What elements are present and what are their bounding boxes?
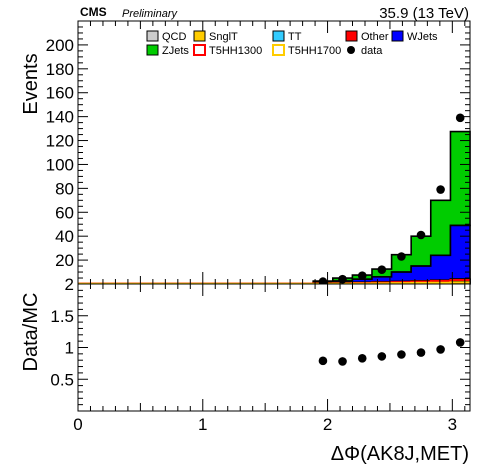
- data-point: [357, 271, 367, 280]
- legend-marker-fill: [193, 30, 206, 42]
- y-tick-label: 40: [55, 227, 74, 246]
- legend-label: data: [361, 45, 383, 57]
- legend-label: TT: [288, 31, 302, 43]
- ratio-point: [455, 338, 465, 347]
- ratio-point: [377, 352, 387, 361]
- ratio-point: [416, 348, 426, 357]
- data-point: [455, 113, 465, 123]
- legend: QCD SnglT TT Other WJets ZJets T5HH1300 T5HH170…: [146, 30, 438, 57]
- ratio-point: [436, 345, 445, 354]
- data-point: [436, 185, 445, 194]
- status-label: Preliminary: [122, 8, 179, 20]
- ratio-tick-label: 0.5: [50, 370, 74, 389]
- y-tick-label: 120: [46, 132, 74, 151]
- data-point: [338, 274, 347, 284]
- main-y-axis: 20 40 60 80 100 120 140 160 180 200: [46, 26, 470, 279]
- legend-marker-line: [193, 44, 206, 56]
- y-tick-label: 200: [46, 36, 74, 55]
- ratio-x-axis: 0 1 2 3: [73, 284, 466, 434]
- y-tick-label: 80: [55, 179, 74, 198]
- legend-label: T5HH1300: [209, 45, 262, 57]
- legend-entry: Other: [345, 30, 389, 43]
- legend-entry: data: [347, 45, 383, 57]
- main-y-axis-title: Events: [20, 53, 42, 114]
- legend-label: WJets: [407, 31, 438, 43]
- ratio-points: [318, 338, 465, 366]
- y-tick-label: 100: [46, 155, 74, 174]
- y-tick-label: 180: [46, 60, 74, 79]
- legend-marker-line: [272, 44, 285, 56]
- legend-marker-data: [347, 46, 355, 54]
- ratio-point: [338, 357, 347, 366]
- legend-marker-fill: [146, 44, 159, 56]
- legend-entry: QCD: [146, 30, 187, 43]
- ratio-y-axis-title: Data/MC: [20, 293, 42, 372]
- legend-label: ZJets: [162, 45, 189, 57]
- legend-label: QCD: [162, 31, 187, 43]
- x-tick-label: 3: [448, 415, 457, 434]
- data-point: [397, 252, 406, 261]
- ratio-plot: 0.5 1 1.5 2 0 1 2 3 Data/MC ΔΦ(AK8J,MET): [20, 275, 471, 465]
- main-plot: 20 40 60 80 100 120 140 160 180 200 Events QCD Sng…: [20, 20, 471, 286]
- legend-entry: T5HH1700: [272, 44, 341, 57]
- ratio-tick-label: 2: [65, 275, 74, 294]
- legend-label: Other: [361, 31, 389, 43]
- legend-entry: SnglT: [193, 30, 238, 43]
- experiment-label: CMS: [80, 5, 107, 19]
- y-tick-label: 20: [55, 251, 74, 270]
- y-tick-label: 140: [46, 108, 74, 127]
- legend-marker-fill: [391, 30, 404, 42]
- data-point: [377, 265, 387, 274]
- legend-marker-fill: [272, 30, 285, 42]
- x-tick-label: 2: [323, 415, 332, 434]
- legend-entry: T5HH1300: [193, 44, 262, 57]
- ratio-plot-frame: [77, 283, 471, 412]
- legend-marker-fill: [345, 30, 358, 42]
- lumi-label: 35.9 (13 TeV): [379, 5, 469, 22]
- ratio-point: [357, 354, 367, 363]
- legend-label: T5HH1700: [288, 45, 341, 57]
- x-tick-label: 0: [73, 415, 82, 434]
- data-point: [416, 230, 426, 240]
- y-tick-label: 60: [55, 203, 74, 222]
- ratio-tick-label: 1: [65, 339, 74, 358]
- legend-entry: WJets: [391, 30, 438, 43]
- legend-marker-fill: [146, 30, 159, 42]
- ratio-point: [318, 356, 328, 366]
- legend-entry: ZJets: [146, 44, 189, 57]
- ratio-point: [397, 350, 406, 359]
- y-tick-label: 160: [46, 84, 74, 103]
- legend-label: SnglT: [209, 31, 238, 43]
- x-axis-title: ΔΦ(AK8J,MET): [331, 443, 469, 465]
- main-plot-background: [78, 21, 470, 284]
- ratio-y-axis: 0.5 1 1.5 2: [50, 275, 470, 406]
- main-x-ticks: [77, 21, 466, 284]
- x-tick-label: 1: [198, 415, 207, 434]
- legend-entry: TT: [272, 30, 302, 43]
- ratio-tick-label: 1.5: [50, 307, 74, 326]
